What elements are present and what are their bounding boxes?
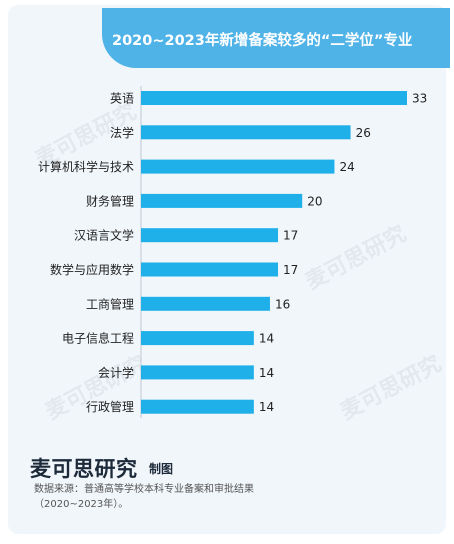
category-label: 汉语言文学 <box>74 228 134 243</box>
category-label: 计算机科学与技术 <box>38 159 134 174</box>
value-label: 14 <box>259 400 274 414</box>
bar <box>141 262 279 277</box>
category-label: 行政管理 <box>86 399 134 414</box>
category-label: 法学 <box>110 125 134 140</box>
bar <box>141 125 351 140</box>
value-label: 17 <box>283 229 298 243</box>
category-label: 工商管理 <box>86 296 134 311</box>
bar <box>141 399 254 414</box>
category-label: 电子信息工程 <box>62 331 134 346</box>
value-label: 14 <box>259 366 274 380</box>
bar <box>141 365 254 380</box>
bar <box>141 91 407 105</box>
category-label: 财务管理 <box>86 193 134 208</box>
source-line-1: 数据来源：普通高等学校本科专业备案和审批结果 <box>34 484 254 495</box>
bar <box>141 193 303 208</box>
value-label: 33 <box>412 92 427 106</box>
bar <box>141 331 254 346</box>
category-label: 会计学 <box>98 365 134 380</box>
value-label: 16 <box>275 297 290 311</box>
title-banner <box>102 8 450 68</box>
value-label: 14 <box>259 332 274 346</box>
value-label: 24 <box>339 160 354 174</box>
brand-suffix: 制图 <box>149 462 174 476</box>
bar <box>141 228 279 243</box>
bar <box>141 159 335 174</box>
chart-title: 2020~2023年新增备案较多的“二学位”专业 <box>112 33 413 49</box>
brand-logo-text: 麦可思研究 <box>30 457 138 481</box>
value-label: 26 <box>356 126 371 140</box>
category-label: 数学与应用数学 <box>50 262 134 277</box>
category-label: 英语 <box>110 92 134 106</box>
bar <box>141 296 270 311</box>
value-label: 17 <box>283 263 298 277</box>
value-label: 20 <box>307 194 322 208</box>
source-line-2: （2020~2023年）。 <box>34 499 129 510</box>
data-source-note: 数据来源：普通高等学校本科专业备案和审批结果 （2020~2023年）。 <box>34 482 364 512</box>
